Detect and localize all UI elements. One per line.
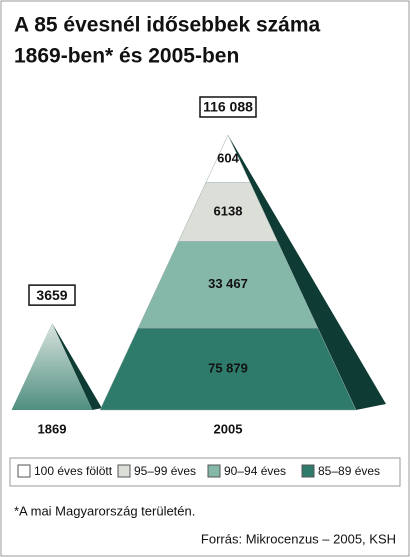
pyramid-side (228, 135, 386, 410)
legend-label: 95–99 éves (134, 464, 196, 478)
value-label: 75 879 (208, 361, 248, 376)
value-label: 604 (217, 150, 239, 165)
footnote: *A mai Magyarország területén. (14, 503, 195, 518)
pyramid-layer (99, 327, 357, 411)
pyramid-side (52, 323, 102, 410)
source: Forrás: Mikrocenzus – 2005, KSH (201, 531, 396, 546)
chart-title: A 85 évesnél idősebbek száma (14, 14, 321, 37)
total-box (199, 96, 257, 118)
legend-frame (9, 457, 401, 487)
legend-swatch (17, 464, 31, 478)
x-tick-label: 1869 (38, 421, 67, 436)
legend-label: 100 éves fölött (34, 464, 113, 478)
total-box (28, 284, 76, 306)
value-label: 6138 (214, 204, 243, 219)
legend-swatch (301, 464, 315, 478)
total-label: 116 088 (203, 99, 253, 115)
legend-swatch (117, 464, 131, 478)
value-label: 33 467 (208, 276, 248, 291)
legend-label: 90–94 éves (224, 464, 286, 478)
chart-title: 1869-ben* és 2005-ben (14, 45, 239, 68)
legend-label: 85–89 éves (318, 464, 380, 478)
pyramid (11, 323, 93, 410)
legend-swatch (207, 464, 221, 478)
x-tick-label: 2005 (214, 421, 243, 436)
total-label: 3659 (36, 287, 67, 303)
